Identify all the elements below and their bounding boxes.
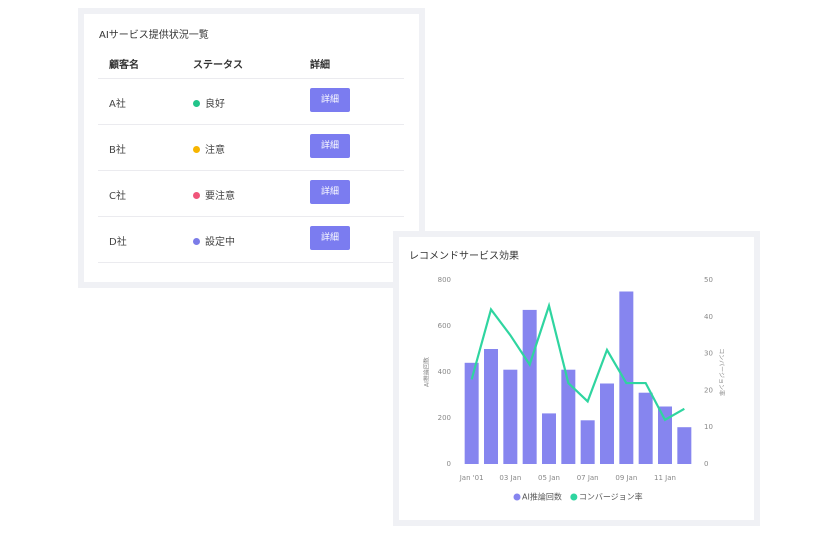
bar (677, 427, 692, 464)
legend-label: AI推論回数 (522, 492, 562, 502)
status: 設定中 (193, 233, 235, 248)
bar (619, 291, 634, 464)
y2-tick-label: 10 (704, 423, 713, 431)
legend-marker (513, 493, 521, 501)
status-dot (193, 146, 200, 153)
y2-tick-label: 50 (704, 276, 713, 284)
status: 注意 (193, 141, 225, 156)
y-tick-label: 800 (438, 276, 451, 284)
y2-tick-label: 20 (704, 386, 713, 394)
bar (503, 369, 518, 464)
column-header: 詳細 (310, 60, 330, 71)
y-tick-label: 200 (438, 414, 451, 422)
separator (98, 262, 404, 263)
y-tick-label: 600 (438, 322, 451, 330)
separator (98, 124, 404, 125)
bar (638, 392, 653, 464)
bar (542, 413, 556, 464)
chart-card: レコメンドサービス効果 0 200 400 600 800 0 10 20 30 40 50 AI推論… (399, 237, 754, 520)
column-header: ステータス (193, 60, 243, 71)
x-tick-label: 07 Jan (577, 474, 599, 482)
status-text: 設定中 (205, 237, 235, 248)
legend-marker (570, 493, 578, 501)
legend-label: コンバージョン率 (579, 492, 643, 502)
bar (561, 369, 576, 464)
y-tick-label: 400 (438, 368, 451, 376)
x-tick-label: 03 Jan (499, 474, 521, 482)
detail-button[interactable]: 詳細 (310, 134, 350, 158)
status-dot (193, 100, 200, 107)
status-dot (193, 238, 200, 245)
bar (580, 420, 595, 464)
detail-button[interactable]: 詳細 (310, 226, 350, 250)
y2-tick-label: 40 (704, 313, 713, 321)
customer-name: B社 (109, 145, 126, 156)
x-tick-label: 09 Jan (615, 474, 637, 482)
customer-name: D社 (109, 237, 127, 248)
bar (464, 362, 479, 464)
separator (98, 170, 404, 171)
column-header: 顧客名 (109, 60, 139, 71)
chart-title: レコメンドサービス効果 (409, 251, 519, 262)
detail-button[interactable]: 詳細 (310, 88, 350, 112)
status-text: 要注意 (205, 191, 235, 202)
card-title: AIサービス提供状況一覧 (99, 30, 209, 41)
status: 良好 (193, 95, 225, 110)
bar (658, 406, 672, 464)
bar (484, 349, 498, 464)
y-axis-title: AI推論回数 (423, 357, 431, 387)
y2-axis-title: コンバージョン率 (718, 348, 726, 396)
x-tick-label: 05 Jan (538, 474, 560, 482)
x-tick-label: Jan '01 (459, 474, 484, 482)
bar (522, 309, 537, 464)
status: 要注意 (193, 187, 235, 202)
y-tick-label: 0 (447, 460, 451, 468)
x-tick-label: 11 Jan (654, 474, 676, 482)
y2-tick-label: 0 (704, 460, 708, 468)
separator (98, 216, 404, 217)
status-text: 注意 (205, 145, 225, 156)
bar (600, 383, 614, 464)
separator (98, 78, 404, 79)
customer-name: C社 (109, 191, 126, 202)
detail-button[interactable]: 詳細 (310, 180, 350, 204)
customer-name: A社 (109, 99, 126, 110)
status-card: AIサービス提供状況一覧 顧客名 ステータス 詳細 A社 良好 詳細 B社 注意 詳細 C社 要注意… (84, 14, 419, 282)
line (470, 301, 685, 422)
status-text: 良好 (205, 99, 225, 110)
status-dot (193, 192, 200, 199)
y2-tick-label: 30 (704, 350, 713, 358)
